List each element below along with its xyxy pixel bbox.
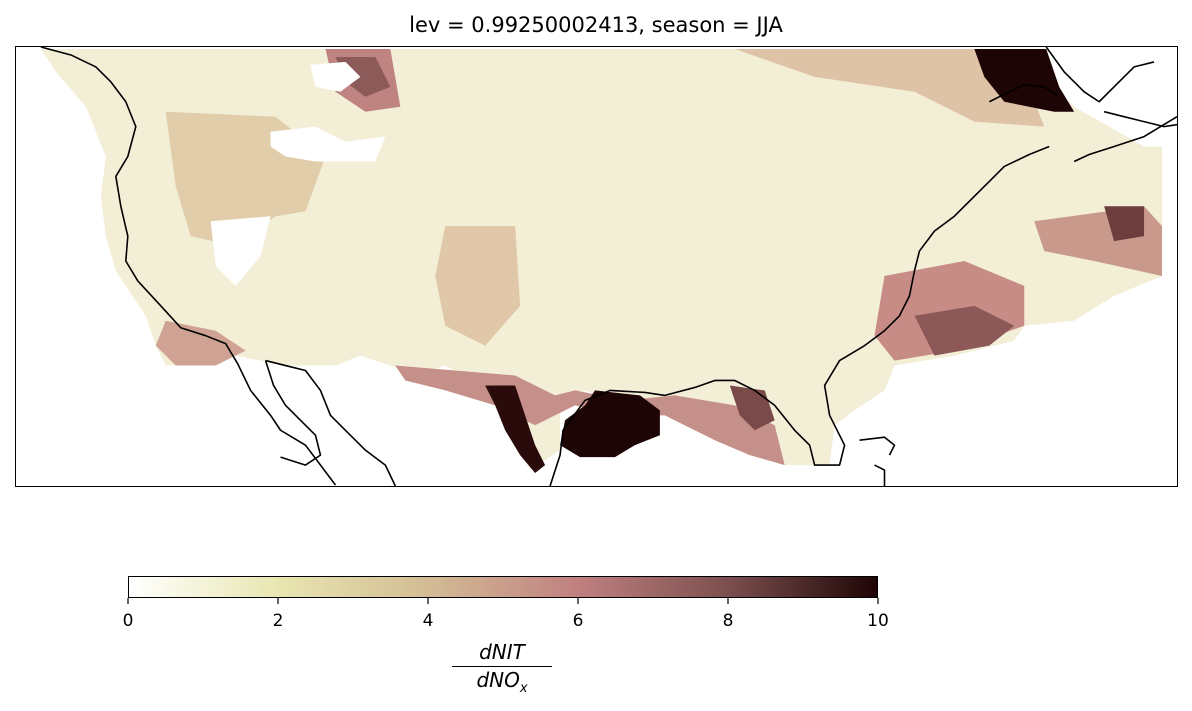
masked-layer [210,61,386,286]
pacific-coastline [40,47,337,486]
colorbar-tick-label: 6 [573,611,584,631]
canada-coast [1045,47,1155,103]
hotspot-gulf [560,390,660,458]
map-canvas [40,47,1177,486]
great-lakes-shore [988,84,1060,103]
map-frame [15,46,1178,487]
colorbar-label-denominator: dNOx [452,667,552,702]
colorbar-tick-label: 0 [123,611,134,631]
baja-west [264,360,322,466]
plot-title: lev = 0.99250002413, season = JJA [409,13,783,37]
gap-north [310,61,361,92]
colorbar-axis: 0 2 4 6 8 10 [123,598,889,631]
colorbar-tick-label: 2 [273,611,284,631]
hotspot-texas-south [485,385,546,474]
colorbar-tick-label: 10 [867,611,889,631]
cuba-outline [859,436,896,456]
gap-west [210,216,271,286]
hotspot-canada-east [974,48,1075,112]
mid-field-3 [734,48,1045,127]
colorbar-label: dNIT dNOx [452,640,552,702]
mid-field-2 [435,226,521,346]
hotspot-atlantic-se [914,305,1015,356]
gulf-coastline [549,145,1050,486]
coastline-layer [40,47,1177,486]
great-lakes-gap [270,126,386,162]
colorbar-label-denominator-base: dNO [476,668,520,692]
mid-field-8 [155,320,246,366]
colorbar-label-denominator-sub: x [519,681,528,696]
baja-coastline [265,359,397,486]
northeast-coastline [1073,116,1177,163]
colorbar [128,576,878,598]
canada-coast-2 [1103,110,1177,128]
hotspot-offshore-ne [1104,206,1145,242]
hotspot-layer [335,48,1145,474]
bahamas-outline [874,464,886,486]
colorbar-tick-label: 8 [723,611,734,631]
colorbar-label-numerator: dNIT [452,640,552,667]
colorbar-tick-label: 4 [423,611,434,631]
